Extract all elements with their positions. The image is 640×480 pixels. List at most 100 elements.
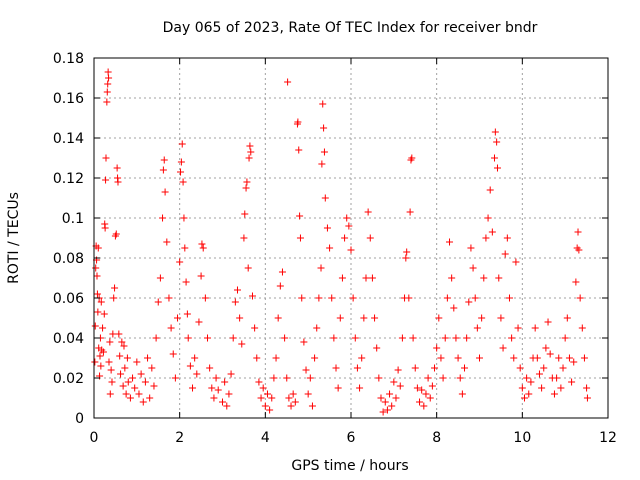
data-point xyxy=(231,298,239,306)
data-point xyxy=(542,344,550,352)
data-point xyxy=(396,382,404,390)
data-point xyxy=(103,98,111,106)
data-point xyxy=(486,186,494,194)
data-point xyxy=(177,158,185,166)
data-point xyxy=(315,294,323,302)
data-point xyxy=(156,274,164,282)
data-point xyxy=(321,194,329,202)
data-point xyxy=(381,398,389,406)
data-point xyxy=(285,394,293,402)
data-point xyxy=(257,394,265,402)
data-point xyxy=(383,406,391,414)
data-point xyxy=(163,238,171,246)
data-point xyxy=(161,188,169,196)
data-point xyxy=(443,294,451,302)
data-point xyxy=(225,390,233,398)
data-point xyxy=(126,394,134,402)
data-point xyxy=(152,334,160,342)
data-point xyxy=(300,338,308,346)
data-point xyxy=(102,176,110,184)
data-point xyxy=(97,298,105,306)
data-point xyxy=(375,374,383,382)
data-point xyxy=(169,350,177,358)
y-tick-label: 0.14 xyxy=(53,131,84,147)
data-point xyxy=(276,282,284,290)
data-point xyxy=(463,334,471,342)
data-point xyxy=(289,390,297,398)
data-point xyxy=(105,74,113,82)
data-point xyxy=(405,294,413,302)
data-point xyxy=(291,398,299,406)
data-point xyxy=(583,394,591,402)
data-point xyxy=(422,390,430,398)
data-point xyxy=(508,334,516,342)
data-point xyxy=(360,314,368,322)
data-point xyxy=(456,374,464,382)
data-point xyxy=(121,364,129,372)
data-point xyxy=(441,334,449,342)
data-point xyxy=(527,378,535,386)
data-point xyxy=(99,348,107,356)
data-point xyxy=(306,374,314,382)
data-point xyxy=(123,354,131,362)
data-point xyxy=(184,334,192,342)
data-point xyxy=(248,292,256,300)
data-point xyxy=(568,378,576,386)
data-point xyxy=(167,324,175,332)
data-point xyxy=(388,402,396,410)
data-point xyxy=(298,294,306,302)
data-point xyxy=(97,362,105,370)
data-point xyxy=(420,402,428,410)
data-point xyxy=(219,398,226,406)
data-point xyxy=(119,382,127,390)
data-point xyxy=(488,228,496,236)
data-point xyxy=(107,366,115,374)
data-point xyxy=(100,310,108,318)
data-point xyxy=(191,354,199,362)
data-point xyxy=(416,398,424,406)
data-point xyxy=(201,294,209,302)
data-point xyxy=(253,354,261,362)
data-point xyxy=(362,274,370,282)
data-point xyxy=(439,374,447,382)
data-point xyxy=(247,148,255,156)
data-point xyxy=(555,354,563,362)
data-point xyxy=(546,350,554,358)
data-point xyxy=(116,352,124,360)
data-point xyxy=(204,334,212,342)
data-point xyxy=(96,352,104,360)
data-point xyxy=(413,384,421,392)
grid-lines xyxy=(94,58,608,418)
data-point xyxy=(450,304,458,312)
data-point xyxy=(538,384,546,392)
data-point xyxy=(233,286,241,294)
data-point xyxy=(431,364,439,372)
data-point xyxy=(238,340,246,348)
data-point xyxy=(461,364,469,372)
data-point xyxy=(377,394,385,402)
data-point xyxy=(408,154,416,162)
data-point xyxy=(178,140,186,148)
data-point xyxy=(106,390,114,398)
data-point xyxy=(94,308,102,316)
data-point xyxy=(189,384,197,392)
data-point xyxy=(482,234,490,242)
data-point xyxy=(561,334,569,342)
data-point xyxy=(501,250,509,258)
y-tick-label: 0.02 xyxy=(53,371,84,387)
data-point xyxy=(223,402,231,410)
data-point xyxy=(409,334,417,342)
data-point xyxy=(294,118,302,126)
data-point xyxy=(583,384,591,392)
data-point xyxy=(159,214,167,222)
data-point xyxy=(195,318,203,326)
data-point xyxy=(101,224,109,232)
data-point xyxy=(255,378,263,386)
data-point xyxy=(328,294,336,302)
data-point xyxy=(304,390,312,398)
data-point xyxy=(574,228,582,236)
data-point xyxy=(131,384,139,392)
data-point xyxy=(490,154,498,162)
y-tick-label: 0.18 xyxy=(53,51,84,67)
